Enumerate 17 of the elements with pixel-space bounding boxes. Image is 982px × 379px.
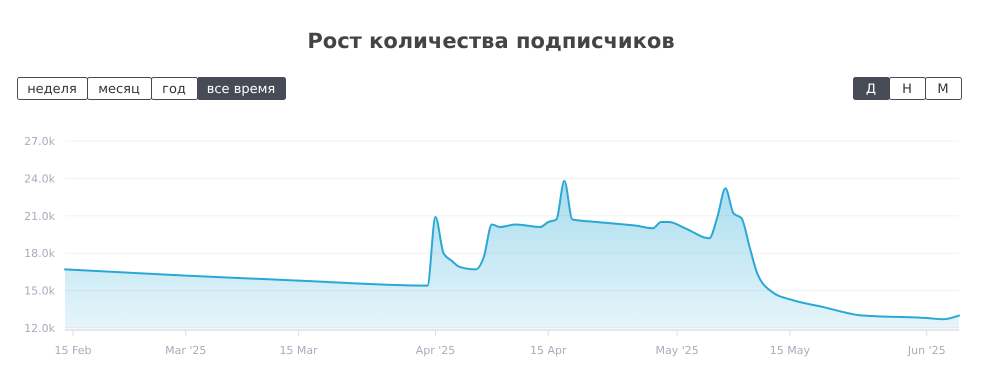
interval-selector: Д Н М <box>853 77 962 100</box>
x-tick-label: Mar '25 <box>165 344 206 357</box>
y-tick-label: 12.0k <box>24 322 56 335</box>
y-tick-label: 15.0k <box>24 284 56 298</box>
y-tick-label: 24.0k <box>24 172 56 186</box>
x-tick-label: 15 Feb <box>54 344 92 357</box>
chart-title: Рост количества подписчиков <box>307 29 675 53</box>
x-tick-label: 15 Mar <box>279 344 318 357</box>
period-selector: неделя месяц год все время <box>17 77 286 100</box>
x-tick-label: Jun '25 <box>906 344 946 357</box>
x-tick-label: May '25 <box>655 344 699 357</box>
x-tick-label: Apr '25 <box>416 344 456 357</box>
y-tick-label: 21.0k <box>24 210 56 223</box>
x-tick-label: 15 Apr <box>530 344 567 357</box>
y-tick-label: 18.0k <box>24 247 56 260</box>
x-tick-label: 15 May <box>770 344 810 357</box>
y-tick-label: 27.0k <box>24 135 56 148</box>
